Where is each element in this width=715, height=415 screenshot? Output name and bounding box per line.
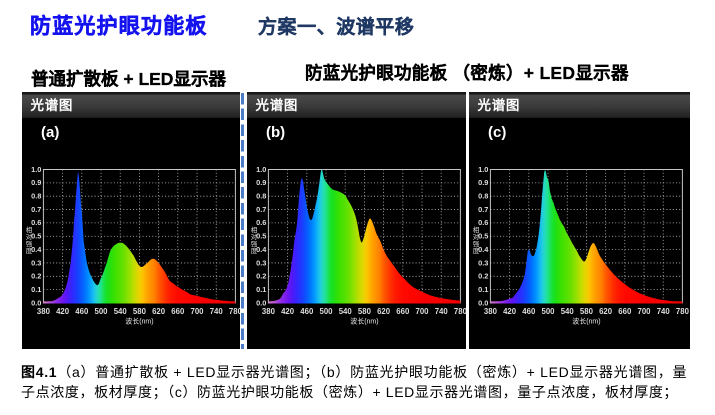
- svg-text:相对强度: 相对强度: [26, 225, 33, 255]
- svg-text:660: 660: [396, 307, 410, 316]
- svg-text:780: 780: [676, 307, 690, 316]
- svg-text:0.4: 0.4: [478, 245, 489, 254]
- svg-text:相对强度: 相对强度: [473, 225, 480, 255]
- svg-text:420: 420: [281, 307, 295, 316]
- svg-text:500: 500: [541, 307, 555, 316]
- svg-text:780: 780: [229, 307, 240, 316]
- svg-text:0.8: 0.8: [478, 192, 488, 201]
- svg-text:420: 420: [56, 307, 70, 316]
- svg-text:740: 740: [657, 307, 671, 316]
- svg-text:0.5: 0.5: [478, 232, 488, 241]
- svg-text:460: 460: [300, 307, 314, 316]
- svg-text:540: 540: [339, 307, 353, 316]
- svg-text:0.0: 0.0: [256, 298, 266, 307]
- svg-text:0.2: 0.2: [256, 272, 266, 281]
- svg-text:0.2: 0.2: [478, 272, 488, 281]
- svg-text:0.5: 0.5: [31, 232, 41, 241]
- svg-text:700: 700: [190, 307, 204, 316]
- svg-text:0.8: 0.8: [31, 192, 41, 201]
- svg-text:620: 620: [377, 307, 391, 316]
- svg-text:620: 620: [599, 307, 613, 316]
- svg-text:1.0: 1.0: [31, 165, 41, 174]
- svg-text:0.8: 0.8: [256, 192, 266, 201]
- svg-text:500: 500: [94, 307, 108, 316]
- svg-text:0.4: 0.4: [31, 245, 42, 254]
- svg-text:0.0: 0.0: [31, 298, 41, 307]
- svg-text:740: 740: [435, 307, 449, 316]
- svg-text:波长(nm): 波长(nm): [572, 317, 600, 326]
- svg-text:460: 460: [75, 307, 89, 316]
- svg-text:580: 580: [133, 307, 147, 316]
- svg-text:1.0: 1.0: [256, 165, 266, 174]
- svg-text:660: 660: [171, 307, 185, 316]
- svg-text:500: 500: [319, 307, 333, 316]
- svg-text:380: 380: [484, 307, 498, 316]
- svg-text:0.2: 0.2: [31, 272, 41, 281]
- svg-text:0.1: 0.1: [478, 285, 488, 294]
- svg-text:780: 780: [454, 307, 466, 316]
- svg-text:540: 540: [114, 307, 128, 316]
- svg-text:700: 700: [637, 307, 651, 316]
- svg-text:0.9: 0.9: [31, 178, 41, 187]
- svg-text:0.5: 0.5: [256, 232, 266, 241]
- svg-text:700: 700: [415, 307, 429, 316]
- svg-text:0.6: 0.6: [256, 218, 266, 227]
- svg-text:0.0: 0.0: [478, 298, 488, 307]
- svg-text:380: 380: [37, 307, 51, 316]
- svg-text:580: 580: [358, 307, 372, 316]
- svg-text:1.0: 1.0: [478, 165, 488, 174]
- svg-text:0.7: 0.7: [256, 205, 266, 214]
- svg-text:0.3: 0.3: [256, 258, 266, 267]
- svg-text:460: 460: [522, 307, 536, 316]
- svg-text:0.3: 0.3: [478, 258, 488, 267]
- svg-text:620: 620: [152, 307, 166, 316]
- svg-text:740: 740: [210, 307, 224, 316]
- svg-text:波长(nm): 波长(nm): [350, 317, 378, 326]
- svg-text:0.9: 0.9: [478, 178, 488, 187]
- svg-text:相对强度: 相对强度: [251, 225, 258, 255]
- svg-text:660: 660: [618, 307, 632, 316]
- svg-text:0.9: 0.9: [256, 178, 266, 187]
- svg-text:0.4: 0.4: [256, 245, 267, 254]
- svg-text:580: 580: [580, 307, 594, 316]
- svg-text:0.6: 0.6: [31, 218, 41, 227]
- svg-text:波长(nm): 波长(nm): [125, 317, 153, 326]
- svg-text:540: 540: [561, 307, 575, 316]
- svg-text:380: 380: [262, 307, 276, 316]
- svg-text:0.3: 0.3: [31, 258, 41, 267]
- svg-text:0.1: 0.1: [31, 285, 41, 294]
- svg-text:0.1: 0.1: [256, 285, 266, 294]
- svg-text:420: 420: [503, 307, 517, 316]
- svg-text:0.7: 0.7: [31, 205, 41, 214]
- svg-text:0.6: 0.6: [478, 218, 488, 227]
- svg-text:0.7: 0.7: [478, 205, 488, 214]
